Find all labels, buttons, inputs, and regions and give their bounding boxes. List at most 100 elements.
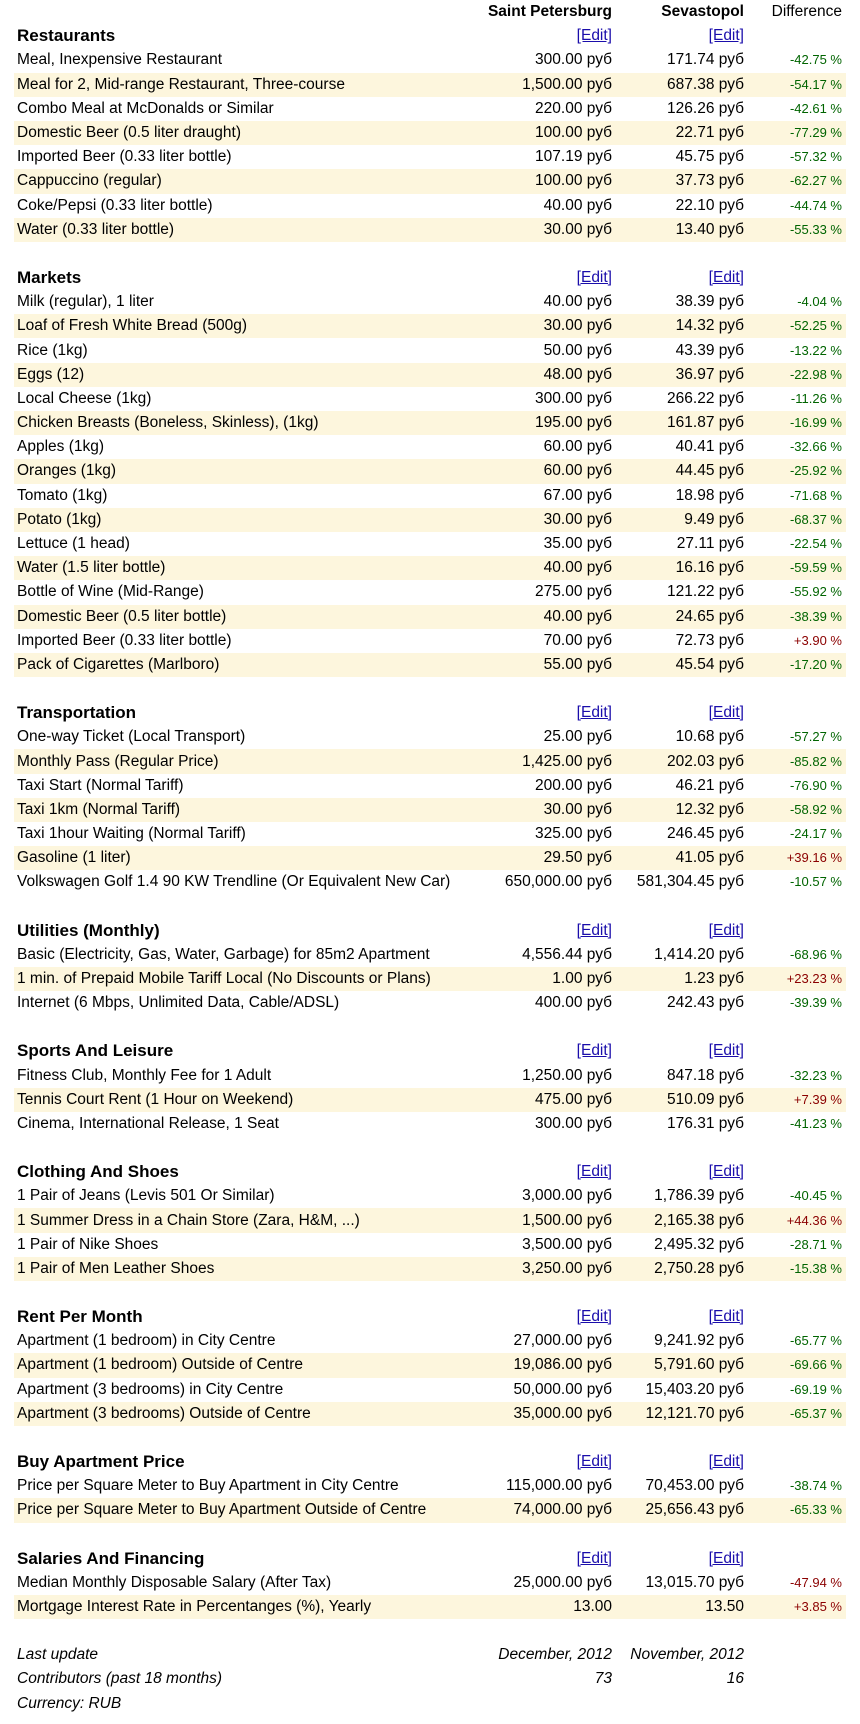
price-city-1: 195.00 руб	[466, 411, 616, 436]
difference-value: -57.32 %	[789, 149, 842, 165]
table-row: Water (1.5 liter bottle) 40.00 руб 16.16 р…	[14, 556, 846, 581]
table-row: Mortgage Interest Rate in Percentanges (…	[14, 1594, 846, 1620]
header-blank	[14, 0, 466, 24]
table-row: Apartment (3 bedrooms) in City Centre 50,…	[14, 1378, 846, 1402]
item-name: 1 Pair of Men Leather Shoes	[14, 1256, 466, 1281]
price-city-1: 19,086.00 руб	[466, 1353, 616, 1378]
header-city-1: Saint Petersburg	[487, 3, 612, 21]
section-title: Rent Per Month	[17, 1307, 143, 1327]
section-header-blank	[748, 24, 846, 48]
edit-link-city-2[interactable]: [Edit]	[708, 1042, 744, 1060]
section-header-blank	[748, 1450, 846, 1474]
price-city-2: 1,786.39 руб	[654, 1187, 744, 1205]
edit-link-city-2[interactable]: [Edit]	[708, 1308, 744, 1326]
price-city-1: 115,000.00 руб	[506, 1477, 612, 1495]
price-city-1: 100.00 руб	[466, 169, 616, 194]
header-city-2: Sevastopol	[661, 3, 744, 21]
price-city-1: 220.00 руб	[535, 99, 612, 117]
table-row: 1 Summer Dress in a Chain Store (Zara, H…	[14, 1208, 846, 1233]
price-city-2: 9,241.92 руб	[654, 1332, 744, 1350]
edit-link-city-2[interactable]: [Edit]	[708, 1549, 744, 1567]
edit-cell-city-1: [Edit]	[466, 1305, 616, 1329]
table-row: One-way Ticket (Local Transport) 25.00 ру…	[14, 725, 846, 749]
section-header-row: Utilities (Monthly) [Edit] [Edit]	[14, 919, 846, 943]
edit-link-city-2[interactable]: [Edit]	[708, 704, 744, 722]
price-city-2: 847.18 руб	[667, 1066, 744, 1084]
edit-link-city-1[interactable]: [Edit]	[576, 1042, 612, 1060]
spacer-row	[14, 1015, 846, 1039]
difference-value: -24.17 %	[789, 826, 842, 842]
edit-link-city-1[interactable]: [Edit]	[576, 921, 612, 939]
item-name: Volkswagen Golf 1.4 90 KW Trendline (Or …	[17, 873, 451, 891]
price-city-1: 48.00 руб	[466, 362, 616, 387]
edit-link-city-1[interactable]: [Edit]	[576, 704, 612, 722]
item-name: Coke/Pepsi (0.33 liter bottle)	[17, 196, 213, 214]
price-city-2: 25,656.43 руб	[616, 1498, 748, 1523]
edit-link-city-1[interactable]: [Edit]	[576, 27, 612, 45]
contributors-city-2: 16	[726, 1670, 744, 1688]
difference-value: -52.25 %	[748, 314, 846, 339]
price-city-2: 126.26 руб	[667, 99, 744, 117]
currency-label: Currency: RUB	[17, 1694, 122, 1712]
table-row: Lettuce (1 head) 35.00 руб 27.11 руб -22.54…	[14, 532, 846, 556]
item-name: Apartment (1 bedroom) Outside of Centre	[14, 1353, 466, 1378]
edit-link-city-2[interactable]: [Edit]	[708, 1453, 744, 1471]
difference-value: -65.33 %	[748, 1498, 846, 1523]
section-title: Markets	[17, 267, 82, 287]
item-name: Domestic Beer (0.5 liter draught)	[14, 120, 466, 146]
price-city-1: 300.00 руб	[535, 1114, 612, 1132]
price-city-2: 43.39 руб	[675, 341, 744, 359]
item-name: Water (1.5 liter bottle)	[14, 556, 466, 581]
price-city-1: 1.00 руб	[466, 966, 616, 992]
edit-link-city-2[interactable]: [Edit]	[708, 268, 744, 286]
table-row: Bottle of Wine (Mid-Range) 275.00 руб 121.…	[14, 580, 846, 604]
contributors-row: Contributors (past 18 months) 73 16	[14, 1667, 846, 1691]
price-city-1: 25,000.00 руб	[513, 1573, 612, 1591]
table-row: Fitness Club, Monthly Fee for 1 Adult 1,2…	[14, 1064, 846, 1088]
price-city-1: 275.00 руб	[535, 583, 612, 601]
spacer-row	[14, 242, 846, 266]
price-city-1: 325.00 руб	[535, 825, 612, 843]
item-name: Tennis Court Rent (1 Hour on Weekend)	[14, 1087, 466, 1112]
item-name: Potato (1kg)	[14, 507, 466, 532]
difference-value: -15.38 %	[748, 1256, 846, 1281]
table-row: 1 Pair of Jeans (Levis 501 Or Similar) 3,…	[14, 1184, 846, 1208]
section-header-blank	[748, 266, 846, 290]
table-row: Taxi 1km (Normal Tariff) 30.00 руб 12.32 р…	[14, 797, 846, 822]
edit-link-city-2[interactable]: [Edit]	[708, 1163, 744, 1181]
price-city-1: 55.00 руб	[466, 652, 616, 678]
price-city-2: 687.38 руб	[616, 72, 748, 97]
price-city-1: 4,556.44 руб	[522, 945, 612, 963]
edit-link-city-1[interactable]: [Edit]	[576, 1549, 612, 1567]
table-row: Pack of Cigarettes (Marlboro) 55.00 руб 45…	[14, 652, 846, 678]
table-row: Apples (1kg) 60.00 руб 40.41 руб -32.66 %	[14, 435, 846, 459]
difference-value: +44.36 %	[748, 1208, 846, 1233]
edit-link-city-1[interactable]: [Edit]	[576, 1453, 612, 1471]
item-name: Domestic Beer (0.5 liter bottle)	[14, 604, 466, 629]
edit-cell-city-2: [Edit]	[616, 1450, 748, 1474]
edit-link-city-1[interactable]: [Edit]	[576, 1308, 612, 1326]
table-row: Chicken Breasts (Boneless, Skinless), (1…	[14, 411, 846, 436]
price-city-2: 510.09 руб	[616, 1087, 748, 1112]
price-city-2: 581,304.45 руб	[636, 873, 744, 891]
price-city-2: 18.98 руб	[675, 486, 744, 504]
price-city-2: 176.31 руб	[667, 1114, 744, 1132]
edit-link-city-1[interactable]: [Edit]	[576, 1163, 612, 1181]
edit-link-city-2[interactable]: [Edit]	[708, 921, 744, 939]
item-name: Median Monthly Disposable Salary (After …	[17, 1573, 332, 1591]
section-header-blank	[748, 701, 846, 725]
item-name: Cinema, International Release, 1 Seat	[17, 1114, 279, 1132]
price-city-2: 1,414.20 руб	[654, 945, 744, 963]
edit-link-city-1[interactable]: [Edit]	[576, 268, 612, 286]
table-row: Price per Square Meter to Buy Apartment …	[14, 1498, 846, 1523]
difference-value: -10.57 %	[789, 874, 842, 890]
edit-link-city-2[interactable]: [Edit]	[708, 27, 744, 45]
price-city-2: 40.41 руб	[675, 438, 744, 456]
section-header-row: Clothing And Shoes [Edit] [Edit]	[14, 1160, 846, 1184]
difference-value: +3.85 %	[748, 1594, 846, 1620]
difference-value: -68.37 %	[748, 507, 846, 532]
table-row: Oranges (1kg) 60.00 руб 44.45 руб -25.92 %	[14, 459, 846, 484]
price-city-1: 300.00 руб	[535, 389, 612, 407]
price-city-1: 107.19 руб	[535, 148, 612, 166]
section-title: Utilities (Monthly)	[17, 920, 160, 940]
